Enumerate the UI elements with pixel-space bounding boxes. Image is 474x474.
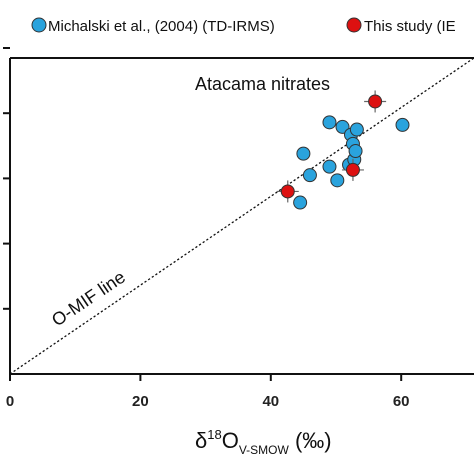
data-points [276,90,410,210]
legend-marker-michalski [31,17,47,33]
omif-line [10,58,474,374]
x-tick-label-0: 0 [6,393,14,410]
michalski-point-12 [349,122,364,137]
michalski-point-2 [302,168,317,183]
michalski-point-13 [395,117,410,132]
x-axis-label: δ18OV-SMOW (‰) [195,427,332,457]
this-study-point-2 [368,94,383,109]
michalski-point-0 [293,195,308,210]
x-tick-label-60: 60 [393,393,410,410]
michalski-point-4 [322,115,337,130]
atacama-label: Atacama nitrates [195,74,330,94]
michalski-point-3 [322,159,337,174]
legend-marker-this-study [346,17,362,33]
x-axis-label-sup: 18 [207,427,221,442]
x-axis-label-main: O [222,428,239,453]
x-axis-ticks: 0 20 40 60 [6,374,410,410]
this-study-point-0 [280,184,295,199]
michalski-point-5 [330,173,345,188]
legend: Michalski et al., (2004) (TD-IRMS) This … [31,17,456,35]
x-axis-label-unit: (‰) [289,428,332,453]
omif-line-label: O-MIF line [48,267,129,331]
y-axis-ticks [3,47,10,310]
michalski-point-1 [296,146,311,161]
x-tick-label-20: 20 [132,393,149,410]
x-tick-label-40: 40 [262,393,279,410]
legend-label-michalski: Michalski et al., (2004) (TD-IRMS) [48,18,275,35]
x-axis-label-delta: δ [195,428,207,453]
legend-label-this-study: This study (IE [364,18,456,35]
x-axis-label-sub: V-SMOW [239,443,290,457]
michalski-point-11 [348,144,363,159]
plot-frame [9,57,474,375]
this-study-point-1 [345,162,360,177]
